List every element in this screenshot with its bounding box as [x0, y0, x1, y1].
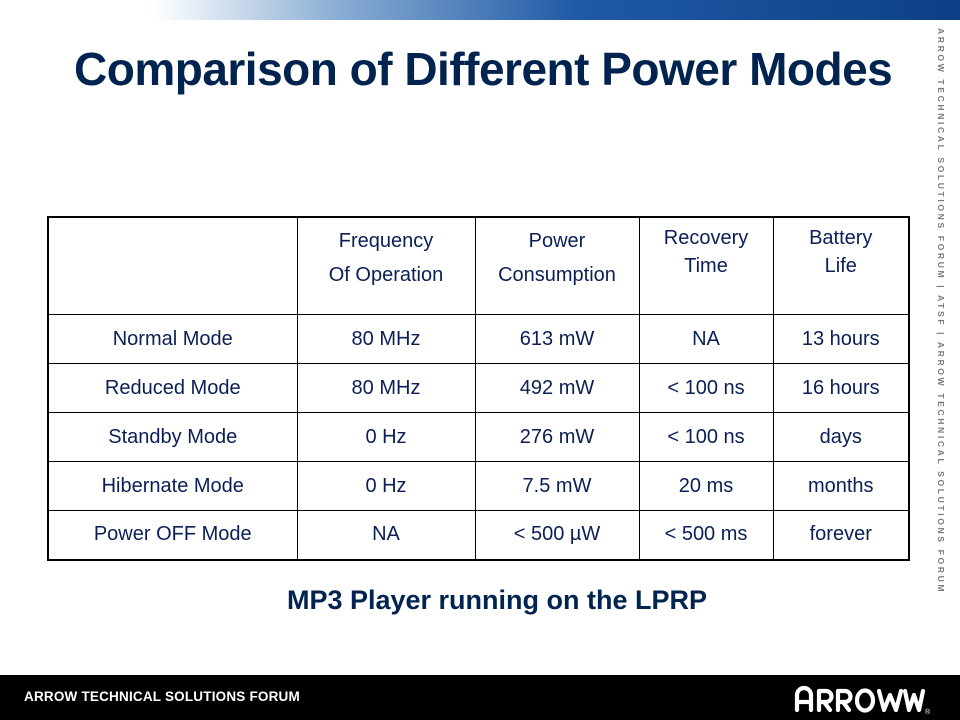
header-recovery-line1: Recovery — [663, 227, 749, 249]
slide-caption: MP3 Player running on the LPRP — [286, 585, 708, 615]
table-row: Standby Mode 0 Hz 276 mW < 100 ns days — [47, 412, 910, 462]
mode-name-cell: Normal Mode — [47, 314, 298, 364]
arrow-logo: ® — [794, 685, 931, 715]
header-frequency: Frequency Of Operation — [296, 216, 476, 315]
table-row: Hibernate Mode 0 Hz 7.5 mW 20 ms months — [47, 461, 910, 511]
mode-name-cell: Reduced Mode — [47, 363, 298, 413]
power-modes-table: Frequency Of Operation Power Consumption… — [47, 216, 910, 561]
slide-title: Comparison of Different Power Modes — [74, 43, 893, 95]
recovery-cell: < 100 ns — [638, 412, 774, 462]
recovery-cell: NA — [638, 314, 774, 364]
header-frequency-line1: Frequency — [338, 230, 434, 252]
header-power-line2: Consumption — [498, 264, 616, 286]
header-power-line1: Power — [528, 230, 586, 252]
recovery-cell: < 500 ms — [638, 510, 774, 560]
mode-name-cell: Power OFF Mode — [47, 510, 298, 560]
header-empty — [47, 216, 298, 315]
mode-name-cell: Standby Mode — [47, 412, 298, 462]
frequency-cell: NA — [296, 510, 476, 560]
frequency-cell: 80 MHz — [296, 314, 476, 364]
battery-cell: months — [772, 461, 910, 511]
recovery-cell: < 100 ns — [638, 363, 774, 413]
header-battery-line2: Life — [824, 255, 857, 277]
power-cell: < 500 µW — [474, 510, 640, 560]
power-cell: 613 mW — [474, 314, 640, 364]
logo-registered-mark: ® — [925, 708, 931, 715]
table-row: Reduced Mode 80 MHz 492 mW < 100 ns 16 h… — [47, 363, 910, 413]
header-recovery: Recovery Time — [638, 216, 774, 315]
header-power: Power Consumption — [474, 216, 640, 315]
header-battery: Battery Life — [772, 216, 910, 315]
side-watermark-text: ARROW TECHNICAL SOLUTIONS FORUM | ATSF |… — [936, 28, 946, 595]
frequency-cell: 0 Hz — [296, 412, 476, 462]
frequency-cell: 80 MHz — [296, 363, 476, 413]
footer-bar: ARROW TECHNICAL SOLUTIONS FORUM ® — [0, 675, 960, 720]
power-cell: 7.5 mW — [474, 461, 640, 511]
battery-cell: 13 hours — [772, 314, 910, 364]
power-cell: 276 mW — [474, 412, 640, 462]
table-row: Normal Mode 80 MHz 613 mW NA 13 hours — [47, 314, 910, 364]
recovery-cell: 20 ms — [638, 461, 774, 511]
battery-cell: forever — [772, 510, 910, 560]
battery-cell: 16 hours — [772, 363, 910, 413]
battery-cell: days — [772, 412, 910, 462]
table-row: Power OFF Mode NA < 500 µW < 500 ms fore… — [47, 510, 910, 560]
table-header-row: Frequency Of Operation Power Consumption… — [47, 216, 910, 315]
top-gradient-bar — [0, 0, 960, 20]
power-cell: 492 mW — [474, 363, 640, 413]
header-battery-line1: Battery — [809, 227, 873, 249]
frequency-cell: 0 Hz — [296, 461, 476, 511]
header-recovery-line2: Time — [684, 255, 728, 277]
header-frequency-line2: Of Operation — [328, 264, 444, 286]
mode-name-cell: Hibernate Mode — [47, 461, 298, 511]
footer-text: ARROW TECHNICAL SOLUTIONS FORUM — [24, 689, 300, 704]
